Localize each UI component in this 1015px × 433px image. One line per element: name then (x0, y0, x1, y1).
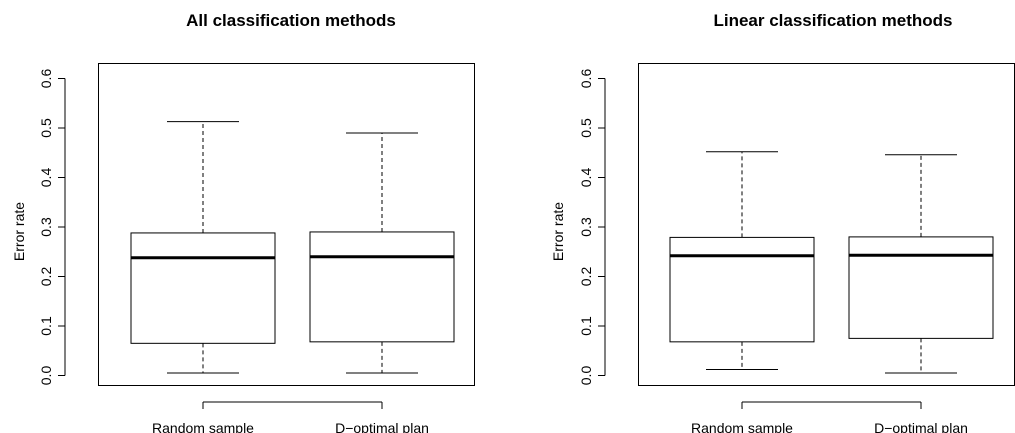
boxplot-1 (669, 151, 815, 371)
chart-panel-all-methods: All classification methods 0.0 0.1 0.2 0.3 0.… (11, 11, 475, 433)
x-tick-label: Random sample (691, 420, 793, 433)
iqr-box (309, 231, 455, 343)
y-tick-label: 0.1 (38, 316, 54, 336)
y-tick-label: 0.6 (578, 69, 594, 89)
plot-frame (98, 63, 475, 386)
boxplot-2 (309, 132, 455, 374)
y-tick-label: 0.4 (578, 168, 594, 188)
y-tick-label: 0.6 (38, 69, 54, 89)
iqr-box (848, 236, 994, 339)
y-tick-label: 0.3 (38, 217, 54, 237)
chart-title: All classification methods (186, 11, 396, 30)
y-tick-label: 0.4 (38, 168, 54, 188)
y-tick-label: 0.3 (578, 217, 594, 237)
y-tick-label: 0.5 (38, 118, 54, 138)
boxplot-2 (848, 154, 994, 374)
boxplot-1 (130, 121, 276, 374)
y-tick-label: 0.2 (38, 267, 54, 287)
y-tick-label: 0.5 (578, 118, 594, 138)
iqr-box (669, 236, 815, 343)
y-axis-label: Error rate (11, 202, 27, 261)
chart-panel-linear-methods: Linear classification methods 0.0 0.1 0.2 0.… (550, 11, 1015, 433)
y-tick-label: 0.0 (578, 366, 594, 386)
y-tick-label: 0.0 (38, 366, 54, 386)
y-axis-label: Error rate (550, 202, 566, 261)
x-tick-label: Random sample (152, 420, 254, 433)
y-tick-label: 0.1 (578, 316, 594, 336)
iqr-box (130, 232, 276, 344)
x-tick-label: D−optimal plan (335, 420, 429, 433)
chart-title: Linear classification methods (713, 11, 952, 30)
x-tick-label: D−optimal plan (874, 420, 968, 433)
y-tick-label: 0.2 (578, 267, 594, 287)
